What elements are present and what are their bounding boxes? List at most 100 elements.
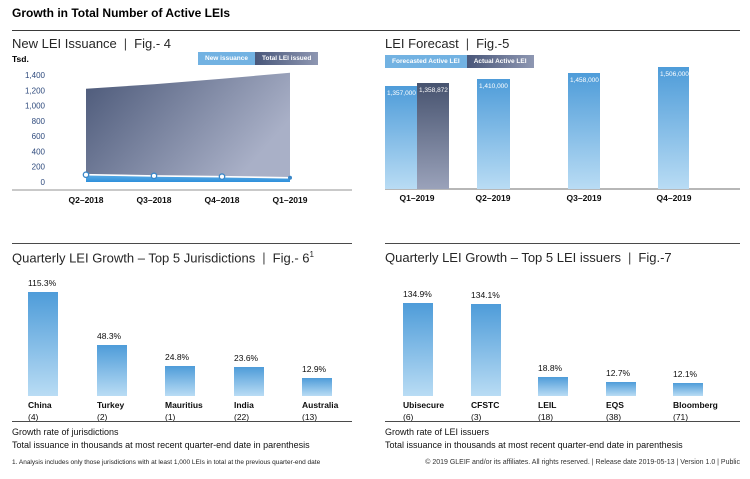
forecast-bar: 1,458,000 [568, 73, 600, 189]
page-title: Growth in Total Number of Active LEIs [12, 6, 231, 20]
category-sublabel: (2) [97, 412, 108, 422]
fig4-legend: New issuance Total LEI issued [198, 52, 319, 65]
growth-bar [403, 303, 433, 396]
new-issuance-area [86, 174, 290, 182]
fig6-note-2: Total issuance in thousands at most rece… [12, 440, 310, 450]
bar-value-label: 1,458,000 [570, 77, 599, 84]
legend-new-issuance: New issuance [198, 52, 255, 65]
category-label: LEIL (18) [538, 399, 556, 423]
forecast-bar: 1,357,000 [385, 86, 417, 189]
fig7-note-1: Growth rate of LEI issuers [385, 427, 490, 437]
category-name: CFSTC [471, 400, 500, 410]
growth-bar [28, 292, 58, 396]
category-label: China (4) [28, 399, 52, 423]
bar-percent-label: 134.1% [471, 290, 500, 300]
y-tick-label: 200 [32, 163, 46, 172]
category-name: India [234, 400, 254, 410]
fig6-notes-divider [12, 421, 352, 422]
category-sublabel: (22) [234, 412, 250, 422]
category-label: CFSTC (3) [471, 399, 499, 423]
category-name: Australia [302, 400, 339, 410]
category-sublabel: (6) [403, 412, 414, 422]
growth-bar [234, 367, 264, 396]
category-sublabel: (13) [302, 412, 318, 422]
growth-bar [673, 383, 703, 396]
x-axis-label: Q3–2018 [137, 195, 172, 205]
fig5-fig-label: Fig.-5 [476, 36, 510, 51]
x-axis-label: Q1–2019 [273, 195, 308, 205]
category-sublabel: (4) [28, 412, 39, 422]
y-tick-label: 400 [32, 147, 46, 156]
category-label: EQS (38) [606, 399, 624, 423]
fig6-fig-label: Fig.- 6 [272, 250, 310, 266]
fig6-footnote: 1. Analysis includes only those jurisdic… [12, 459, 321, 466]
jurisdictions-bar-chart: 115.3% China (4) 48.3% Turkey (2) 24.8% Mauriti… [12, 269, 352, 422]
title-pipe: | [262, 250, 266, 266]
bar-percent-label: 48.3% [97, 331, 122, 341]
new-lei-issuance-area-chart: 0 200 400 600 800 1,000 1,200 1,400 Q2–2018 Q3–20… [12, 71, 352, 205]
fig7-notes-divider [385, 421, 740, 422]
fig6-title-text: Quarterly LEI Growth – Top 5 Jurisdictio… [12, 250, 256, 266]
category-name: Mauritius [165, 400, 203, 410]
growth-bar [97, 345, 127, 396]
x-axis-label: Q2–2018 [69, 195, 104, 205]
bar-percent-label: 23.6% [234, 353, 259, 363]
x-axis-label: Q1–2019 [399, 193, 435, 203]
category-name: China [28, 400, 52, 410]
fig7-panel: Quarterly LEI Growth – Top 5 LEI issuers… [385, 243, 740, 474]
total-lei-issued-area [86, 72, 290, 178]
bar-percent-label: 12.7% [606, 368, 631, 378]
fig5-x-axis-line [385, 188, 740, 190]
fig4-y-axis-label: Tsd. [12, 54, 29, 64]
fig6-note-1: Growth rate of jurisdictions [12, 427, 119, 437]
bar-percent-label: 12.9% [302, 364, 327, 374]
actual-bar: 1,358,872 [417, 83, 449, 189]
forecast-bar: 1,410,000 [477, 79, 510, 189]
issuers-bar-chart: 134.9% Ubisecure (6) 134.1% CFSTC (3) 18.8% LEI… [385, 269, 740, 422]
data-point-marker [218, 173, 226, 181]
x-axis-label: Q3–2019 [566, 193, 602, 203]
fig6-title: Quarterly LEI Growth – Top 5 Jurisdictio… [12, 250, 314, 265]
fig4-panel: New LEI Issuance | Fig.- 4 Tsd. New issuan… [12, 36, 352, 236]
fig5-panel: LEI Forecast | Fig.-5 Forecasted Active LE… [385, 36, 740, 236]
y-tick-label: 1,400 [25, 71, 46, 80]
bar-value-label: 1,358,872 [419, 87, 448, 94]
bar-percent-label: 134.9% [403, 289, 432, 299]
category-sublabel: (3) [471, 412, 482, 422]
category-sublabel: (1) [165, 412, 176, 422]
data-point-marker [150, 172, 158, 180]
fig7-notes: Growth rate of LEI issuers Total issuanc… [385, 426, 683, 452]
fig7-title-text: Quarterly LEI Growth – Top 5 LEI issuers [385, 250, 622, 265]
fig5-title: LEI Forecast | Fig.-5 [385, 36, 509, 51]
category-name: LEIL [538, 400, 557, 410]
title-pipe: | [628, 250, 632, 265]
category-label: Australia (13) [302, 399, 338, 423]
lei-forecast-bar-chart: Forecasted Active LEI Actual Active LEI … [385, 55, 740, 190]
fig4-fig-label: Fig.- 4 [134, 36, 172, 51]
bar-percent-label: 12.1% [673, 369, 698, 379]
fig6-panel: Quarterly LEI Growth – Top 5 Jurisdictio… [12, 243, 352, 474]
y-tick-label: 800 [32, 117, 46, 126]
title-divider [12, 30, 740, 31]
fig4-title-text: New LEI Issuance [12, 36, 117, 51]
bar-percent-label: 18.8% [538, 363, 563, 373]
y-tick-label: 1,000 [25, 102, 46, 111]
data-point-marker [288, 175, 292, 180]
bar-value-label: 1,410,000 [479, 83, 508, 90]
category-sublabel: (38) [606, 412, 622, 422]
category-label: Turkey (2) [97, 399, 124, 423]
bar-percent-label: 24.8% [165, 352, 190, 362]
growth-bar [302, 378, 332, 396]
category-name: Turkey [97, 400, 125, 410]
forecast-bar: 1,506,000 [658, 67, 689, 189]
fig7-title: Quarterly LEI Growth – Top 5 LEI issuers… [385, 250, 672, 265]
y-tick-label: 1,200 [25, 86, 46, 95]
category-name: Bloomberg [673, 400, 718, 410]
y-tick-label: 600 [32, 132, 46, 141]
bar-value-label: 1,357,000 [387, 90, 416, 97]
growth-bar [606, 382, 636, 396]
fig5-legend: Forecasted Active LEI Actual Active LEI [385, 55, 534, 68]
fig4-title: New LEI Issuance | Fig.- 4 [12, 36, 171, 51]
data-point-marker [82, 171, 90, 179]
